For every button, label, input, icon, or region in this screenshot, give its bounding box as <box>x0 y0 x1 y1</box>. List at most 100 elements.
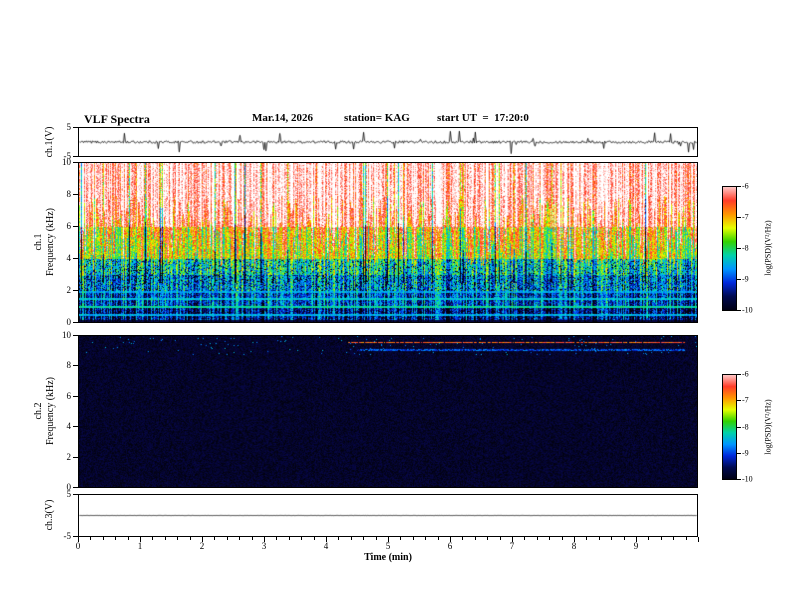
ch2-spectrogram-channel-label: ch.2 <box>33 402 44 420</box>
ch1-spectrogram-canvas <box>79 163 697 322</box>
y-tick-label: 6 <box>66 390 72 401</box>
y-tick-mark <box>73 335 78 336</box>
x-minor-tick-mark <box>611 537 613 540</box>
x-tick-mark <box>574 537 575 542</box>
x-minor-tick-mark <box>549 537 551 540</box>
x-minor-tick-mark <box>685 537 687 540</box>
x-tick-mark <box>388 537 389 542</box>
x-tick-mark <box>202 537 203 542</box>
x-minor-tick-mark <box>487 537 489 540</box>
x-tick-label: 3 <box>261 541 267 551</box>
x-minor-tick-mark <box>313 537 315 540</box>
colorbar-tick-mark <box>737 400 741 402</box>
x-minor-tick-mark <box>189 537 191 540</box>
y-tick-label: -5 <box>63 151 72 161</box>
y-tick-mark <box>73 162 78 163</box>
x-minor-tick-mark <box>536 537 538 540</box>
header-date: Mar.14, 2026 <box>252 112 314 124</box>
colorbar-tick-mark <box>737 279 741 280</box>
colorbar-tick-label: -6 <box>742 369 749 379</box>
x-tick-label: 7 <box>509 541 515 551</box>
y-tick-mark <box>73 536 78 537</box>
y-tick-label: 5 <box>66 489 72 499</box>
x-tick-mark <box>450 537 451 542</box>
y-tick-label: 4 <box>66 421 72 432</box>
y-tick-label: 0 <box>66 317 72 327</box>
colorbar-tick-mark <box>737 217 741 218</box>
y-tick-mark <box>73 494 78 495</box>
y-tick-mark <box>73 322 78 323</box>
x-minor-tick-mark <box>239 537 241 540</box>
x-axis-label: Time (min) <box>364 552 412 563</box>
x-minor-tick-mark <box>164 537 166 540</box>
ch1-frequency-units-label: Frequency (kHz) <box>45 207 56 277</box>
ch2-spectrogram-canvas <box>79 336 697 487</box>
header-station: station= KAG <box>344 112 410 124</box>
x-tick-label: 9 <box>633 541 639 551</box>
x-minor-tick-mark <box>90 537 92 540</box>
colorbar-ch1-gradient <box>723 187 736 310</box>
colorbar-tick-label: -8 <box>742 243 749 253</box>
y-tick-mark <box>73 156 78 157</box>
ch1-spectrogram-channel-label: ch.1 <box>33 233 44 251</box>
x-tick-label: 5 <box>385 541 391 551</box>
colorbar-tick-mark <box>737 452 741 454</box>
y-tick-mark <box>73 395 78 397</box>
colorbar-tick-mark <box>737 374 741 375</box>
x-minor-tick-mark <box>276 537 278 540</box>
x-minor-tick-mark <box>412 537 414 540</box>
y-tick-label: 8 <box>66 189 72 199</box>
x-minor-tick-mark <box>251 537 253 540</box>
x-tick-mark <box>636 537 637 542</box>
x-minor-tick-mark <box>102 537 104 540</box>
x-tick-mark <box>698 537 699 542</box>
x-minor-tick-mark <box>127 537 129 540</box>
colorbar-tick-label: -8 <box>742 422 749 431</box>
x-minor-tick-mark <box>363 537 365 540</box>
x-minor-tick-mark <box>214 537 216 540</box>
x-minor-tick-mark <box>499 537 501 540</box>
x-tick-mark <box>140 537 141 542</box>
ch3-voltage-axis-label: ch.3(V) <box>44 499 55 531</box>
ch3-waveform-canvas <box>79 495 697 536</box>
colorbar-tick-mark <box>737 479 741 480</box>
y-tick-label: 2 <box>66 451 72 462</box>
x-minor-tick-mark <box>400 537 402 540</box>
y-tick-label: 6 <box>66 221 72 231</box>
x-tick-label: 2 <box>199 541 205 551</box>
x-minor-tick-mark <box>598 537 600 540</box>
y-tick-mark <box>73 290 78 291</box>
colorbar-ch1 <box>722 186 737 311</box>
ch2-frequency-axis-label: ch.2 Frequency (kHz) <box>33 377 57 445</box>
ch1-waveform-canvas <box>79 128 697 156</box>
x-minor-tick-mark <box>350 537 352 540</box>
y-tick-label: 10 <box>62 157 71 167</box>
x-minor-tick-mark <box>152 537 154 540</box>
colorbar-tick-label: -7 <box>742 212 749 222</box>
y-tick-label: -5 <box>63 531 72 541</box>
colorbar-tick-label: -7 <box>742 395 749 405</box>
x-tick-mark <box>512 537 513 542</box>
x-minor-tick-mark <box>673 537 675 540</box>
x-minor-tick-mark <box>338 537 340 540</box>
colorbar-tick-mark <box>737 426 741 428</box>
x-tick-label: 1 <box>137 541 143 551</box>
y-tick-label: 4 <box>66 253 72 263</box>
y-tick-label: 10 <box>62 330 71 340</box>
y-tick-mark <box>73 365 78 367</box>
y-tick-mark <box>73 127 78 128</box>
colorbar-tick-label: -10 <box>742 305 753 315</box>
y-tick-label: 5 <box>66 122 72 132</box>
ch2-frequency-units-label: Frequency (kHz) <box>45 376 56 446</box>
y-tick-mark <box>73 258 78 259</box>
x-minor-tick-mark <box>375 537 377 540</box>
y-tick-label: 2 <box>66 285 72 295</box>
x-minor-tick-mark <box>437 537 439 540</box>
x-minor-tick-mark <box>648 537 650 540</box>
x-minor-tick-mark <box>660 537 662 540</box>
x-minor-tick-mark <box>226 537 228 540</box>
colorbar-tick-label: -10 <box>742 474 753 484</box>
y-tick-mark <box>73 487 78 488</box>
y-tick-mark <box>73 426 78 428</box>
